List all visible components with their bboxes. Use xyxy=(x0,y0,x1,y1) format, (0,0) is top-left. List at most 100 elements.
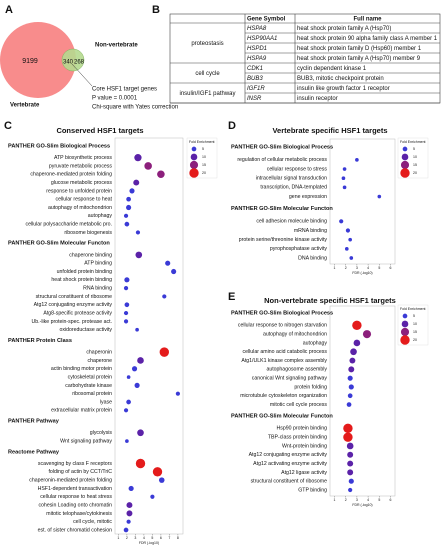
dot xyxy=(126,399,131,405)
gene-name: cyclin dependent kinase 1 xyxy=(297,66,367,72)
plot-frame xyxy=(114,137,184,535)
x-tick-label: 6 xyxy=(160,536,162,540)
x-tick-label: 3 xyxy=(356,498,358,502)
panel-label: E xyxy=(228,291,235,303)
group-name: insulin/IGF1 pathway xyxy=(179,91,235,97)
legend-dot xyxy=(189,168,199,178)
dot xyxy=(134,153,142,162)
venn-label: Non-vertebrate xyxy=(95,43,138,49)
legend-label: 20 xyxy=(413,171,417,175)
term-label: Atg12 ligase activity xyxy=(281,470,327,476)
dot xyxy=(171,268,177,275)
dot xyxy=(352,320,362,331)
dot xyxy=(123,319,129,324)
term-label: autophagy of mitochondrion xyxy=(263,332,327,338)
x-tick-label: 1 xyxy=(334,266,336,270)
term-label: chaperone xyxy=(87,358,112,364)
legend-label: 15 xyxy=(413,330,417,334)
legend-dot xyxy=(401,320,409,328)
term-label: carbohydrate kinase xyxy=(65,383,112,389)
dot xyxy=(133,179,140,186)
dot xyxy=(347,469,354,476)
dot xyxy=(349,357,356,364)
term-label: cytoskeletal protein xyxy=(68,374,113,380)
dot xyxy=(135,230,141,235)
term-label: cohesin Loading onto chromatin xyxy=(38,502,112,508)
gene-name: insulin receptor xyxy=(297,96,338,102)
term-label: Atg12 activating enzyme activity xyxy=(253,461,327,467)
venn-caption: Core HSF1 target genes xyxy=(92,87,157,93)
dot xyxy=(150,494,155,499)
legend-label: 5 xyxy=(413,314,415,318)
legend-label: 5 xyxy=(413,147,415,151)
legend-label: 20 xyxy=(413,338,417,342)
group-name: proteostasis xyxy=(191,41,223,47)
non-vertebrate-circle xyxy=(61,48,85,72)
x-tick-label: 5 xyxy=(378,498,380,502)
dot xyxy=(175,391,180,396)
term-label: lyase xyxy=(100,399,112,405)
legend-dot xyxy=(400,168,410,178)
term-label: response to unfolded protein xyxy=(46,188,112,194)
dot xyxy=(353,339,361,347)
term-label: autophagosome assembly xyxy=(266,367,327,373)
x-axis-label: FDR (-log10) xyxy=(352,271,372,275)
section-header: PANTHER GO-Slim Biological Process xyxy=(231,144,333,150)
term-label: cell cycle, mitotic xyxy=(73,519,112,525)
dot xyxy=(345,228,351,233)
term-label: mRNA binding xyxy=(294,228,327,234)
dot xyxy=(135,251,143,259)
term-label: oxidoreductase activity xyxy=(60,327,113,333)
legend-label: 20 xyxy=(202,171,206,175)
x-tick-label: 4 xyxy=(367,498,369,502)
dot xyxy=(343,432,353,442)
dot xyxy=(126,510,133,517)
panel-label: B xyxy=(152,4,160,16)
dot xyxy=(158,477,165,483)
section-header: Reactome Pathway xyxy=(8,449,60,455)
term-label: Atg12 conjugating enzyme activity xyxy=(249,452,328,458)
term-label: chaperone binding xyxy=(69,252,112,258)
term-label: folding of actin by CCT/TriC xyxy=(48,469,112,475)
term-label: protein folding xyxy=(294,384,327,390)
gene-symbol: HSP90AA1 xyxy=(247,36,277,42)
term-label: ATP binding xyxy=(84,261,112,267)
section-header: PANTHER GO-Slim Biological Process xyxy=(8,143,110,149)
x-tick-label: 1 xyxy=(117,536,119,540)
x-axis-label: FDR (-log10) xyxy=(139,541,159,545)
term-label: transcription, DNA-templated xyxy=(260,185,327,191)
venn-label: Vertebrate xyxy=(10,103,40,109)
legend-title: Fold Enrichment xyxy=(189,140,215,144)
legend-label: 10 xyxy=(202,155,206,159)
x-tick-label: 2 xyxy=(126,536,128,540)
dot xyxy=(125,439,129,443)
legend-label: 10 xyxy=(413,322,417,326)
dot xyxy=(346,402,352,407)
venn-count: 340 xyxy=(63,60,74,66)
section-header: PANTHER GO-Slim Molecular Functon xyxy=(231,414,333,420)
legend-label: 10 xyxy=(413,155,417,159)
term-label: chaperonin-mediated protein folding xyxy=(29,478,112,484)
x-tick-label: 5 xyxy=(151,536,153,540)
dot xyxy=(348,384,354,390)
term-label: cellular response to nitrogen starvation xyxy=(238,323,327,329)
dot xyxy=(126,375,131,379)
x-tick-label: 6 xyxy=(390,266,392,270)
term-label: autophagy of mitochondrion xyxy=(48,205,112,211)
dot xyxy=(349,256,354,260)
section-header: PANTHER Protein Class xyxy=(8,338,72,344)
legend-label: 15 xyxy=(202,163,206,167)
term-label: Atg8-specific protease activity xyxy=(43,310,112,316)
dot xyxy=(162,294,167,299)
term-label: chaperone-mediated protein folding xyxy=(30,172,112,178)
term-label: Hsp90 protein binding xyxy=(277,426,328,432)
x-tick-label: 3 xyxy=(134,536,136,540)
term-label: structural constituent of ribosome xyxy=(36,294,113,300)
legend-dot xyxy=(189,160,199,170)
plot-frame xyxy=(329,305,396,497)
dot xyxy=(339,219,344,224)
x-tick-label: 6 xyxy=(390,498,392,502)
legend-dot xyxy=(190,153,198,161)
venn-pointer xyxy=(71,63,93,87)
